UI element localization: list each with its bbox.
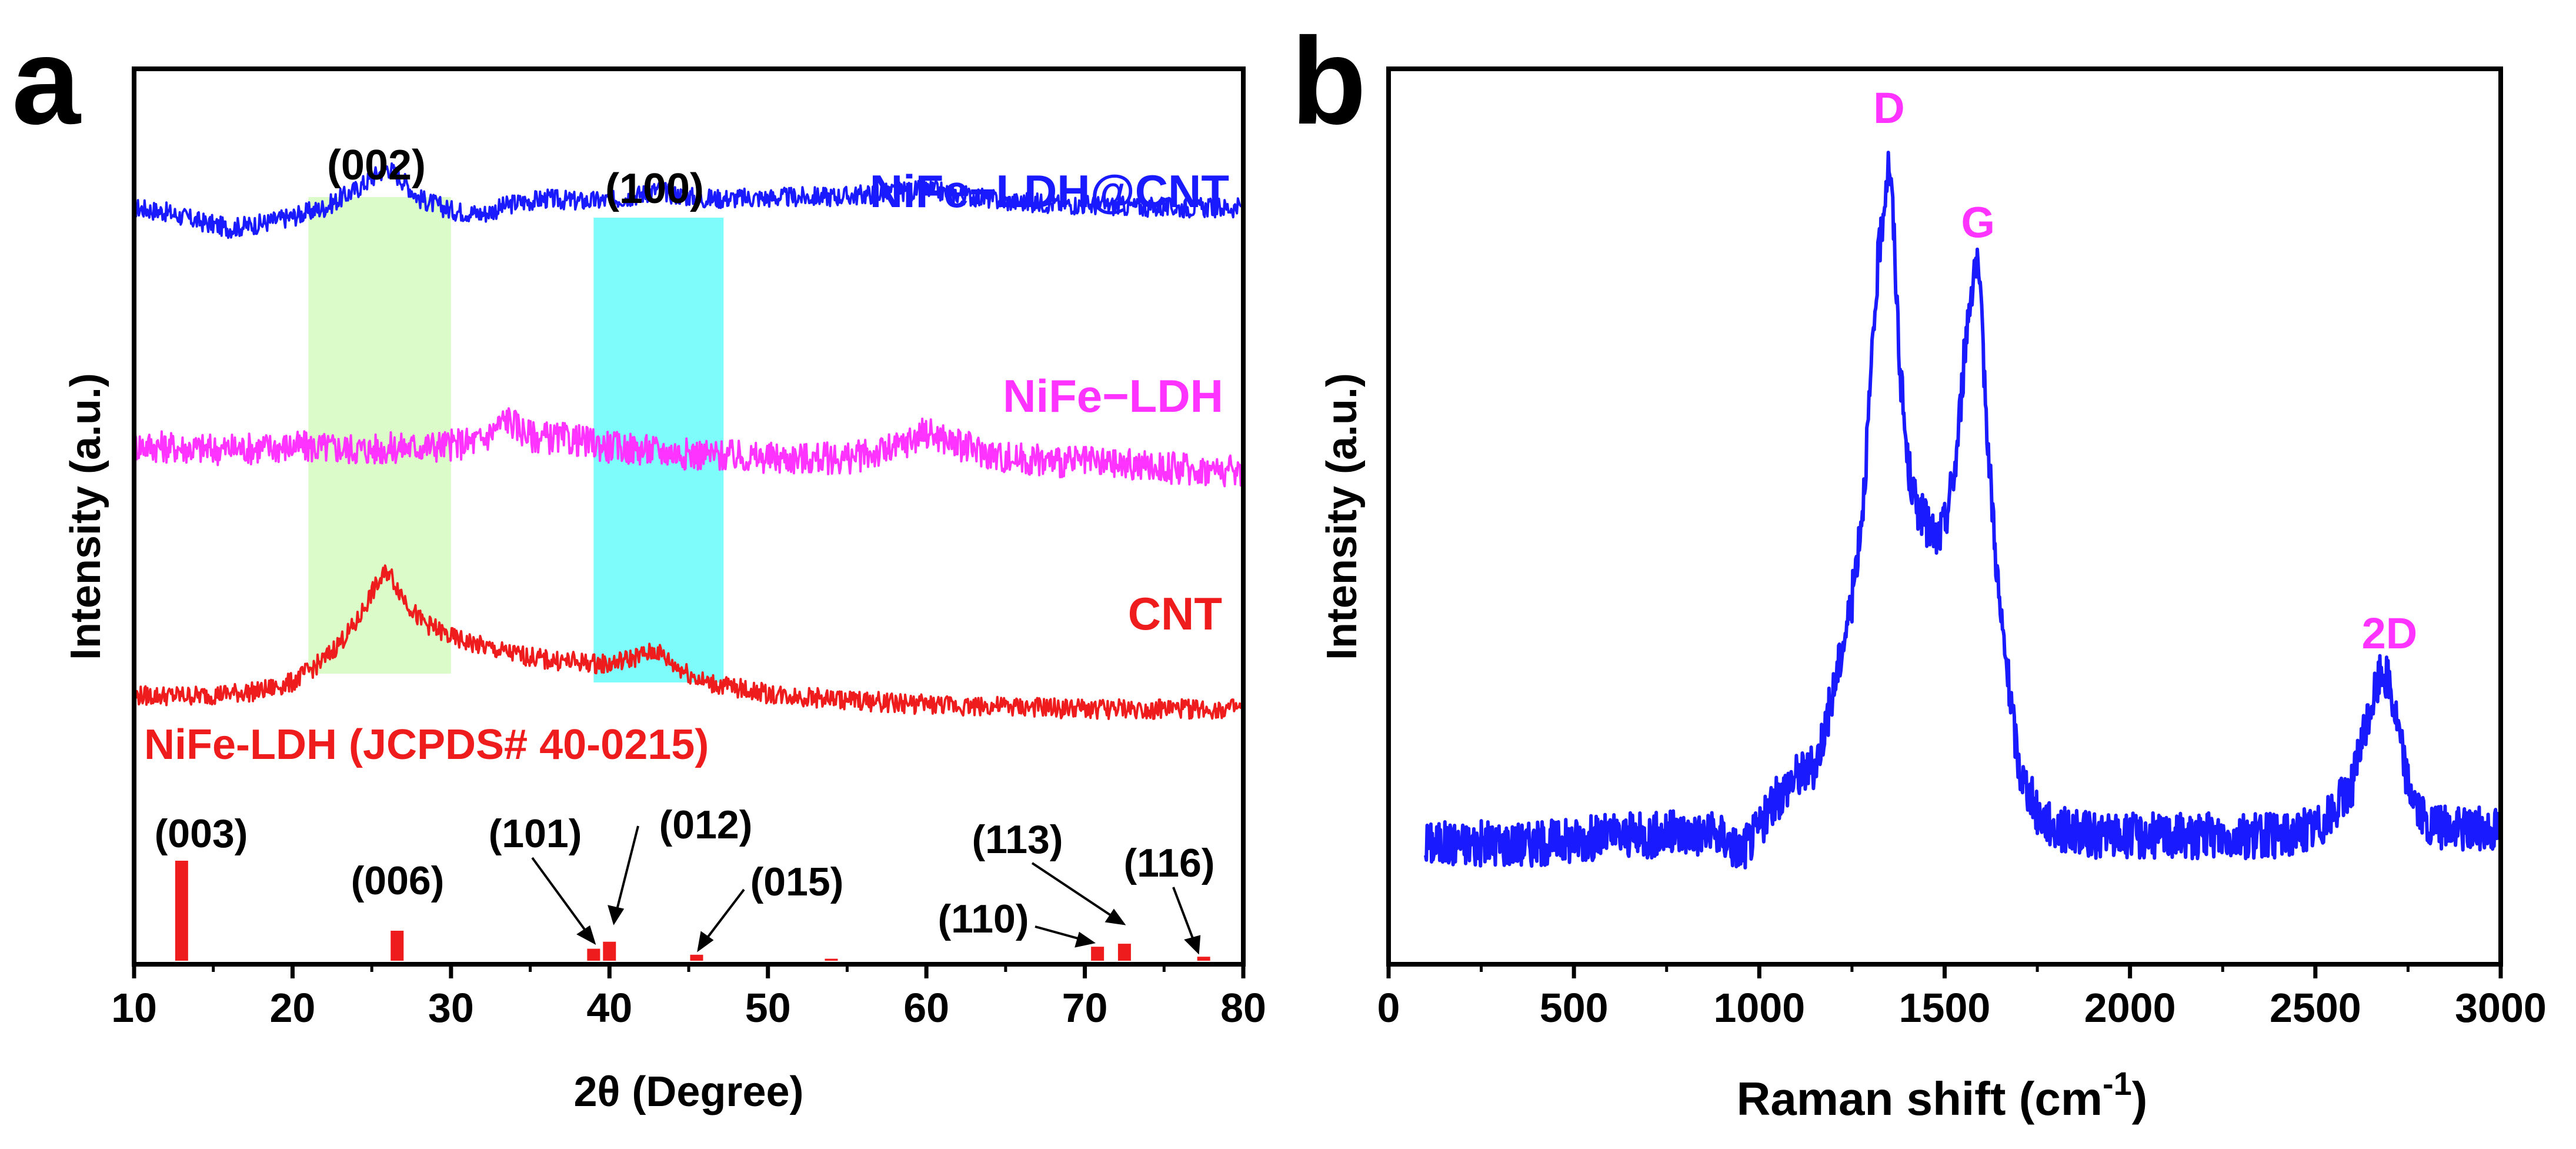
series-label-nife-ldh-cnt: NiFe−LDH@CNT bbox=[870, 165, 1229, 217]
peak-label-2: 2D bbox=[2362, 609, 2418, 658]
reference-title: NiFe-LDH (JCPDS# 40-0215) bbox=[144, 721, 709, 768]
series-label-nife-ldh: NiFe−LDH bbox=[1003, 370, 1223, 422]
x-tick-label-b-0: 0 bbox=[1377, 985, 1400, 1031]
y-axis-label-a: Intensity (a.u.) bbox=[62, 373, 109, 660]
x-tick-label-a-3: 40 bbox=[586, 985, 632, 1031]
stick-label-110: (110) bbox=[938, 897, 1029, 941]
x-axis-label-b-sup: -1 bbox=[2103, 1065, 2132, 1102]
x-axis-ticks-a: 10 20 30 40 50 60 70 80 bbox=[111, 964, 1266, 1031]
panel-b-raman-chart: 0 500 1000 1500 2000 2500 3000 Raman shift (cm… bbox=[1319, 66, 2547, 1125]
reference-stick-6 bbox=[1091, 947, 1105, 961]
reference-stick-7 bbox=[1117, 944, 1131, 961]
x-tick-label-a-4: 50 bbox=[745, 985, 791, 1031]
reference-sticks bbox=[175, 861, 1210, 961]
reference-stick-3 bbox=[603, 941, 616, 961]
raman-line bbox=[1424, 151, 2502, 870]
series-label-cnt: CNT bbox=[1128, 588, 1222, 640]
x-tick-label-b-5: 2500 bbox=[2270, 985, 2361, 1031]
x-tick-label-a-6: 70 bbox=[1062, 985, 1108, 1031]
reference-stick-8 bbox=[1197, 957, 1210, 961]
series-line-2 bbox=[133, 564, 1244, 720]
panel-a-xrd-chart: 10 20 30 40 50 60 70 80 2θ (Degree) Intensity (… bbox=[62, 66, 1266, 1115]
reference-stick-0 bbox=[175, 861, 188, 961]
stick-label-006: (006) bbox=[351, 858, 445, 903]
x-axis-ticks-b: 0 500 1000 1500 2000 2500 3000 bbox=[1377, 964, 2547, 1031]
x-tick-label-b-2: 1000 bbox=[1713, 985, 1805, 1031]
x-tick-label-b-1: 500 bbox=[1540, 985, 1609, 1031]
x-tick-label-b-6: 3000 bbox=[2455, 985, 2547, 1031]
panel-label-b: b bbox=[1291, 12, 1366, 150]
stick-label-012: (012) bbox=[659, 802, 753, 847]
x-tick-label-b-4: 2000 bbox=[2084, 985, 2176, 1031]
peak-label-1: G bbox=[1961, 198, 1995, 247]
reference-stick-4 bbox=[690, 954, 703, 961]
band-label-100: (100) bbox=[605, 165, 704, 212]
x-axis-label-a: 2θ (Degree) bbox=[573, 1068, 803, 1115]
raman-series bbox=[1424, 151, 2502, 870]
x-axis-label-b-main: Raman shift (cm bbox=[1737, 1073, 2103, 1125]
x-tick-label-a-5: 60 bbox=[903, 985, 949, 1031]
stick-label-003: (003) bbox=[155, 811, 248, 856]
stick-label-116: (116) bbox=[1124, 841, 1215, 885]
x-tick-label-a-1: 20 bbox=[269, 985, 315, 1031]
stick-arrows bbox=[531, 825, 1201, 955]
x-tick-label-a-7: 80 bbox=[1220, 985, 1266, 1031]
x-tick-label-a-0: 10 bbox=[111, 985, 157, 1031]
stick-label-113: (113) bbox=[972, 817, 1063, 862]
reference-stick-2 bbox=[587, 948, 600, 961]
peak-label-0: D bbox=[1873, 84, 1904, 132]
peak-labels: D G 2D bbox=[1873, 84, 2417, 658]
series-line-0 bbox=[134, 162, 1244, 239]
y-axis-label-b: Intensity (a.u.) bbox=[1319, 373, 1366, 660]
reference-stick-1 bbox=[391, 931, 404, 961]
x-axis-label-b: Raman shift (cm-1) bbox=[1737, 1065, 2148, 1125]
stick-label-101: (101) bbox=[489, 811, 582, 856]
x-tick-label-b-3: 1500 bbox=[1899, 985, 1991, 1031]
x-axis-label-b-end: ) bbox=[2132, 1073, 2148, 1125]
x-tick-label-a-2: 30 bbox=[428, 985, 474, 1031]
band-label-002: (002) bbox=[327, 142, 426, 189]
xrd-series bbox=[133, 162, 1244, 720]
series-line-1 bbox=[133, 407, 1244, 488]
reference-stick-5 bbox=[825, 958, 838, 961]
stick-label-015: (015) bbox=[750, 860, 844, 904]
highlight-bands bbox=[308, 197, 724, 682]
highlight-band-0 bbox=[308, 197, 451, 674]
panel-label-a: a bbox=[12, 12, 82, 150]
